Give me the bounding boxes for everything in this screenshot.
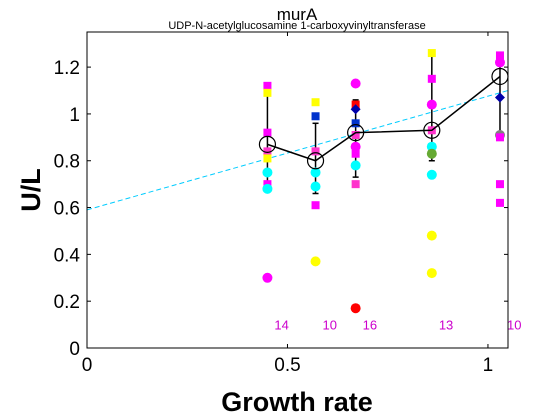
tick-layer: 0 0.5 100.20.40.60.811.2 bbox=[54, 32, 508, 376]
data-point-square bbox=[351, 180, 360, 189]
plot-background bbox=[87, 32, 508, 348]
n-label: 16 bbox=[363, 318, 377, 333]
trend-line bbox=[87, 90, 508, 211]
mean-marker bbox=[423, 121, 441, 139]
y-axis-label: U/L bbox=[16, 168, 46, 212]
y-tick-label: 0.8 bbox=[54, 152, 80, 173]
data-point-square bbox=[311, 98, 320, 107]
data-point-square bbox=[263, 154, 272, 163]
data-point-circle bbox=[426, 99, 437, 110]
data-point-diamond bbox=[494, 92, 505, 103]
mean-marker bbox=[306, 152, 325, 170]
x-tick-label: 1 bbox=[483, 355, 494, 376]
data-point-circle bbox=[494, 57, 505, 68]
data-point-circle bbox=[310, 167, 321, 178]
data-point-circle bbox=[310, 181, 321, 192]
data-point-circle bbox=[426, 148, 437, 159]
data-point-circle bbox=[350, 303, 361, 314]
mean-layer bbox=[258, 67, 509, 170]
data-point-circle bbox=[262, 167, 273, 178]
data-point-square bbox=[311, 201, 320, 210]
points-layer bbox=[262, 49, 505, 314]
y-tick-label: 0.6 bbox=[54, 199, 80, 220]
x-tick-label: 0.5 bbox=[274, 355, 300, 376]
chart-title: murA bbox=[277, 5, 318, 24]
y-tick-label: 1.2 bbox=[54, 58, 80, 79]
data-point-circle bbox=[310, 256, 321, 267]
data-point-circle bbox=[262, 183, 273, 194]
data-point-square bbox=[263, 128, 272, 137]
y-tick-label: 0 bbox=[69, 339, 80, 360]
data-point-square bbox=[351, 130, 360, 139]
trend-layer bbox=[87, 90, 508, 211]
data-point-circle bbox=[350, 141, 361, 152]
data-point-square bbox=[263, 81, 272, 90]
data-point-square bbox=[351, 149, 360, 158]
data-point-circle bbox=[426, 169, 437, 180]
data-point-square bbox=[263, 147, 272, 156]
n-label-layer: 14 10 16 13 10 bbox=[274, 318, 521, 333]
data-point-circle bbox=[262, 272, 273, 283]
n-label: 10 bbox=[507, 318, 521, 333]
n-label: 10 bbox=[323, 318, 337, 333]
x-axis-label: Growth rate bbox=[221, 387, 373, 417]
chart-subtitle: UDP-N-acetylglucosamine 1-carboxyvinyltr… bbox=[168, 20, 425, 32]
data-point-circle bbox=[350, 160, 361, 171]
n-label: 14 bbox=[274, 318, 288, 333]
mean-marker bbox=[258, 135, 277, 153]
data-point-circle bbox=[350, 78, 361, 89]
mean-marker bbox=[347, 124, 365, 142]
data-point-square bbox=[495, 133, 504, 142]
data-point-square bbox=[495, 51, 504, 60]
x-tick-label: 0 bbox=[82, 355, 93, 376]
y-tick-label: 0.2 bbox=[54, 292, 80, 313]
data-point-square bbox=[263, 88, 272, 97]
data-point-diamond bbox=[350, 104, 361, 115]
data-point-circle bbox=[426, 230, 437, 241]
data-point-square bbox=[495, 198, 504, 207]
data-point-square bbox=[495, 180, 504, 189]
data-point-square bbox=[311, 112, 320, 121]
plot-frame bbox=[86, 31, 509, 349]
n-label: 13 bbox=[439, 318, 453, 333]
y-tick-label: 0.4 bbox=[54, 245, 81, 266]
data-point-square bbox=[427, 49, 436, 58]
data-point-square bbox=[427, 74, 436, 83]
mean-line bbox=[267, 75, 501, 162]
data-point-circle bbox=[426, 268, 437, 279]
data-point-circle bbox=[426, 141, 437, 152]
y-tick-label: 1 bbox=[69, 105, 80, 126]
data-point-square bbox=[351, 119, 360, 128]
data-point-square bbox=[311, 147, 320, 156]
